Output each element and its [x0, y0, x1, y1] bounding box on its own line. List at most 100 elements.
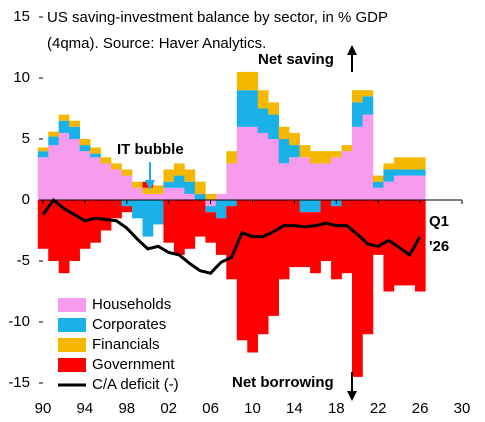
bar-segment	[236, 126, 248, 200]
legend-swatch	[58, 358, 86, 372]
bar-segment	[111, 169, 122, 200]
bar-segment	[404, 169, 416, 176]
bar-segment	[320, 200, 332, 261]
bar-segment	[310, 212, 321, 274]
bar-segment	[37, 147, 49, 152]
bar-segment	[152, 200, 164, 225]
annotation: Q1	[429, 213, 449, 230]
bar-segment	[268, 139, 279, 200]
bar-segment	[236, 200, 248, 341]
bar-segment	[152, 185, 164, 194]
bar-segment	[37, 200, 49, 249]
bar-segment	[132, 187, 143, 200]
bar-segment	[320, 163, 332, 200]
x-tick-label: 30	[454, 400, 471, 417]
bar-segment	[90, 147, 101, 154]
bar-segment	[372, 200, 384, 255]
bar-segment	[226, 200, 238, 207]
bar-segment	[393, 200, 405, 286]
bar-segment	[205, 206, 217, 213]
bar-segment	[278, 200, 290, 280]
bar-segment	[58, 120, 70, 133]
bar-segment	[247, 71, 259, 91]
legend-swatch	[58, 298, 86, 312]
bar-segment	[121, 169, 133, 176]
bar-segment	[205, 193, 217, 200]
bar-segment	[257, 90, 269, 109]
legend-label: Government	[92, 356, 175, 373]
bar-segment	[362, 114, 374, 200]
x-tick-label: 26	[412, 400, 429, 417]
bar-segment	[58, 200, 70, 274]
bar-segment	[79, 151, 91, 200]
bar-segment	[215, 200, 227, 219]
bar-segment	[184, 181, 196, 194]
bar-segment	[247, 200, 259, 353]
legend-label: Households	[92, 296, 171, 313]
bar-segment	[205, 212, 217, 243]
bar-segment	[257, 200, 269, 335]
legend-label: Corporates	[92, 316, 166, 333]
bar-segment	[163, 187, 175, 200]
bar-segment	[289, 132, 300, 146]
legend-swatch	[58, 318, 86, 332]
bar-segment	[268, 200, 279, 316]
bar-segment	[173, 187, 185, 200]
bar-segment	[372, 187, 384, 200]
bar-segment	[163, 200, 175, 243]
y-tick-label: 15	[13, 8, 30, 25]
bar-segment	[352, 126, 363, 200]
bar-segment	[247, 126, 259, 200]
chart-title: US saving-investment balance by sector, …	[47, 9, 388, 26]
bar-segment	[352, 90, 363, 103]
bar-segment	[383, 200, 395, 292]
bar-segment	[90, 153, 101, 158]
bar-segment	[299, 157, 311, 200]
bar-segment	[90, 200, 101, 243]
bar-segment	[132, 181, 143, 188]
bar-segment	[414, 175, 426, 200]
bar-segment	[299, 212, 311, 268]
annotation: IT bubble	[117, 141, 184, 158]
bar-segment	[372, 175, 384, 182]
bar-segment	[414, 200, 426, 292]
bar-segment	[414, 157, 426, 170]
bar-segment	[383, 181, 395, 200]
bar-segment	[37, 151, 49, 158]
bar-segment	[48, 131, 60, 137]
bar-segment	[215, 218, 227, 255]
legend-swatch	[58, 338, 86, 352]
bar-segment	[226, 151, 238, 164]
bar-segment	[310, 163, 321, 200]
bar-segment	[163, 181, 175, 188]
bar-segment	[226, 206, 238, 280]
bar-segment	[278, 163, 290, 200]
bar-segment	[48, 145, 60, 200]
y-tick-label: 0	[22, 191, 30, 208]
bar-segment	[194, 200, 206, 237]
x-tick-label: 90	[35, 400, 52, 417]
bar-segment	[331, 206, 342, 280]
chart-title: (4qma). Source: Haver Analytics.	[47, 35, 266, 52]
bar-segment	[310, 200, 321, 213]
bar-segment	[414, 169, 426, 176]
bar-segment	[100, 157, 112, 164]
x-tick-label: 18	[328, 400, 345, 417]
bar-segment	[331, 151, 342, 158]
bar-segment	[268, 102, 279, 115]
y-tick-label: -15	[8, 374, 30, 391]
bar-segment	[121, 206, 133, 213]
bar-segment	[100, 163, 112, 200]
annotation: Net saving	[258, 51, 334, 68]
bar-segment	[184, 169, 196, 182]
annotation: '26	[429, 238, 449, 255]
bar-segment	[194, 181, 206, 194]
legend-label: Financials	[92, 336, 160, 353]
bar-segment	[278, 126, 290, 139]
bar-segment	[310, 151, 321, 164]
x-tick-label: 02	[160, 400, 177, 417]
bar-segment	[257, 132, 269, 200]
bar-segment	[383, 163, 395, 170]
bar-segment	[69, 120, 80, 127]
